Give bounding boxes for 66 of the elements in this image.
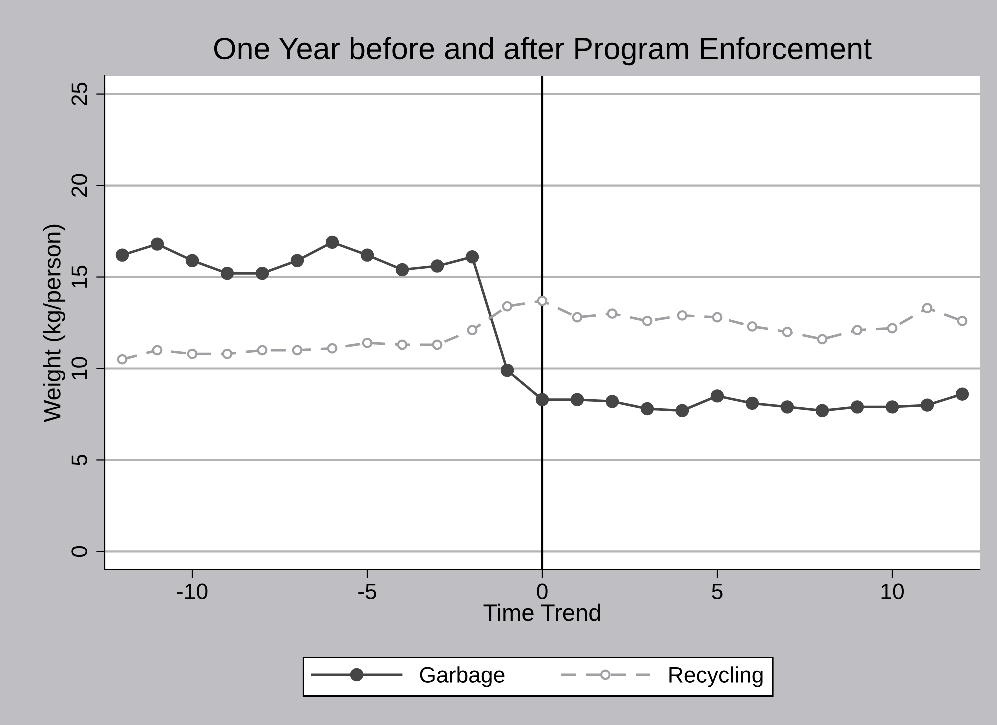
y-tick-label: 15 <box>72 266 88 288</box>
point <box>327 343 338 354</box>
point <box>360 248 374 262</box>
point <box>817 334 828 345</box>
point <box>887 323 898 334</box>
point <box>572 312 583 323</box>
y-tick-label: 5 <box>72 454 88 466</box>
point <box>220 267 234 280</box>
point <box>886 400 900 414</box>
x-tick-label: -5 <box>358 584 376 600</box>
point <box>502 301 513 312</box>
point <box>816 404 830 418</box>
point <box>292 345 303 356</box>
y-tick-label: 20 <box>72 174 88 198</box>
point <box>117 354 128 365</box>
point <box>606 395 620 408</box>
point <box>362 338 373 348</box>
point <box>222 348 233 360</box>
point <box>850 400 864 414</box>
point <box>186 254 200 268</box>
point <box>150 238 164 251</box>
y-tick-label: 10 <box>72 357 88 380</box>
point <box>467 325 478 336</box>
point <box>396 263 410 277</box>
point <box>677 310 688 321</box>
point <box>852 325 863 336</box>
point <box>922 303 933 314</box>
point <box>537 296 548 306</box>
point <box>500 364 514 378</box>
point <box>290 254 304 268</box>
legend-label: Garbage <box>420 666 505 688</box>
point <box>607 308 618 320</box>
y-tick-label: 25 <box>72 82 88 106</box>
point <box>430 260 444 273</box>
point <box>747 321 758 332</box>
point <box>570 393 584 406</box>
point <box>116 248 130 262</box>
point <box>187 348 198 360</box>
point <box>432 340 443 350</box>
point <box>256 267 270 280</box>
point <box>957 316 968 326</box>
point <box>152 345 163 356</box>
x-tick-label: -10 <box>177 584 208 600</box>
x-tick-label: 5 <box>712 584 723 600</box>
x-axis-title: Time Trend <box>484 604 600 622</box>
x-tick-label: 10 <box>882 584 904 600</box>
point <box>326 236 340 250</box>
point <box>780 400 794 414</box>
point <box>782 326 793 338</box>
point <box>536 393 550 406</box>
point <box>640 402 654 416</box>
x-tick-label: 0 <box>537 584 548 600</box>
y-axis-title: Weight (kg/person) <box>44 224 66 422</box>
point <box>642 316 653 326</box>
point <box>920 398 934 412</box>
chart-title: One Year before and after Program Enforcement <box>214 37 872 66</box>
point <box>712 312 723 323</box>
y-tick-label: 0 <box>72 546 88 558</box>
point <box>466 250 480 264</box>
point <box>257 345 268 356</box>
point <box>746 396 760 410</box>
legend-label: Recycling <box>670 666 763 688</box>
point <box>397 340 408 350</box>
point <box>710 390 724 403</box>
point <box>956 388 970 401</box>
point <box>676 404 690 418</box>
